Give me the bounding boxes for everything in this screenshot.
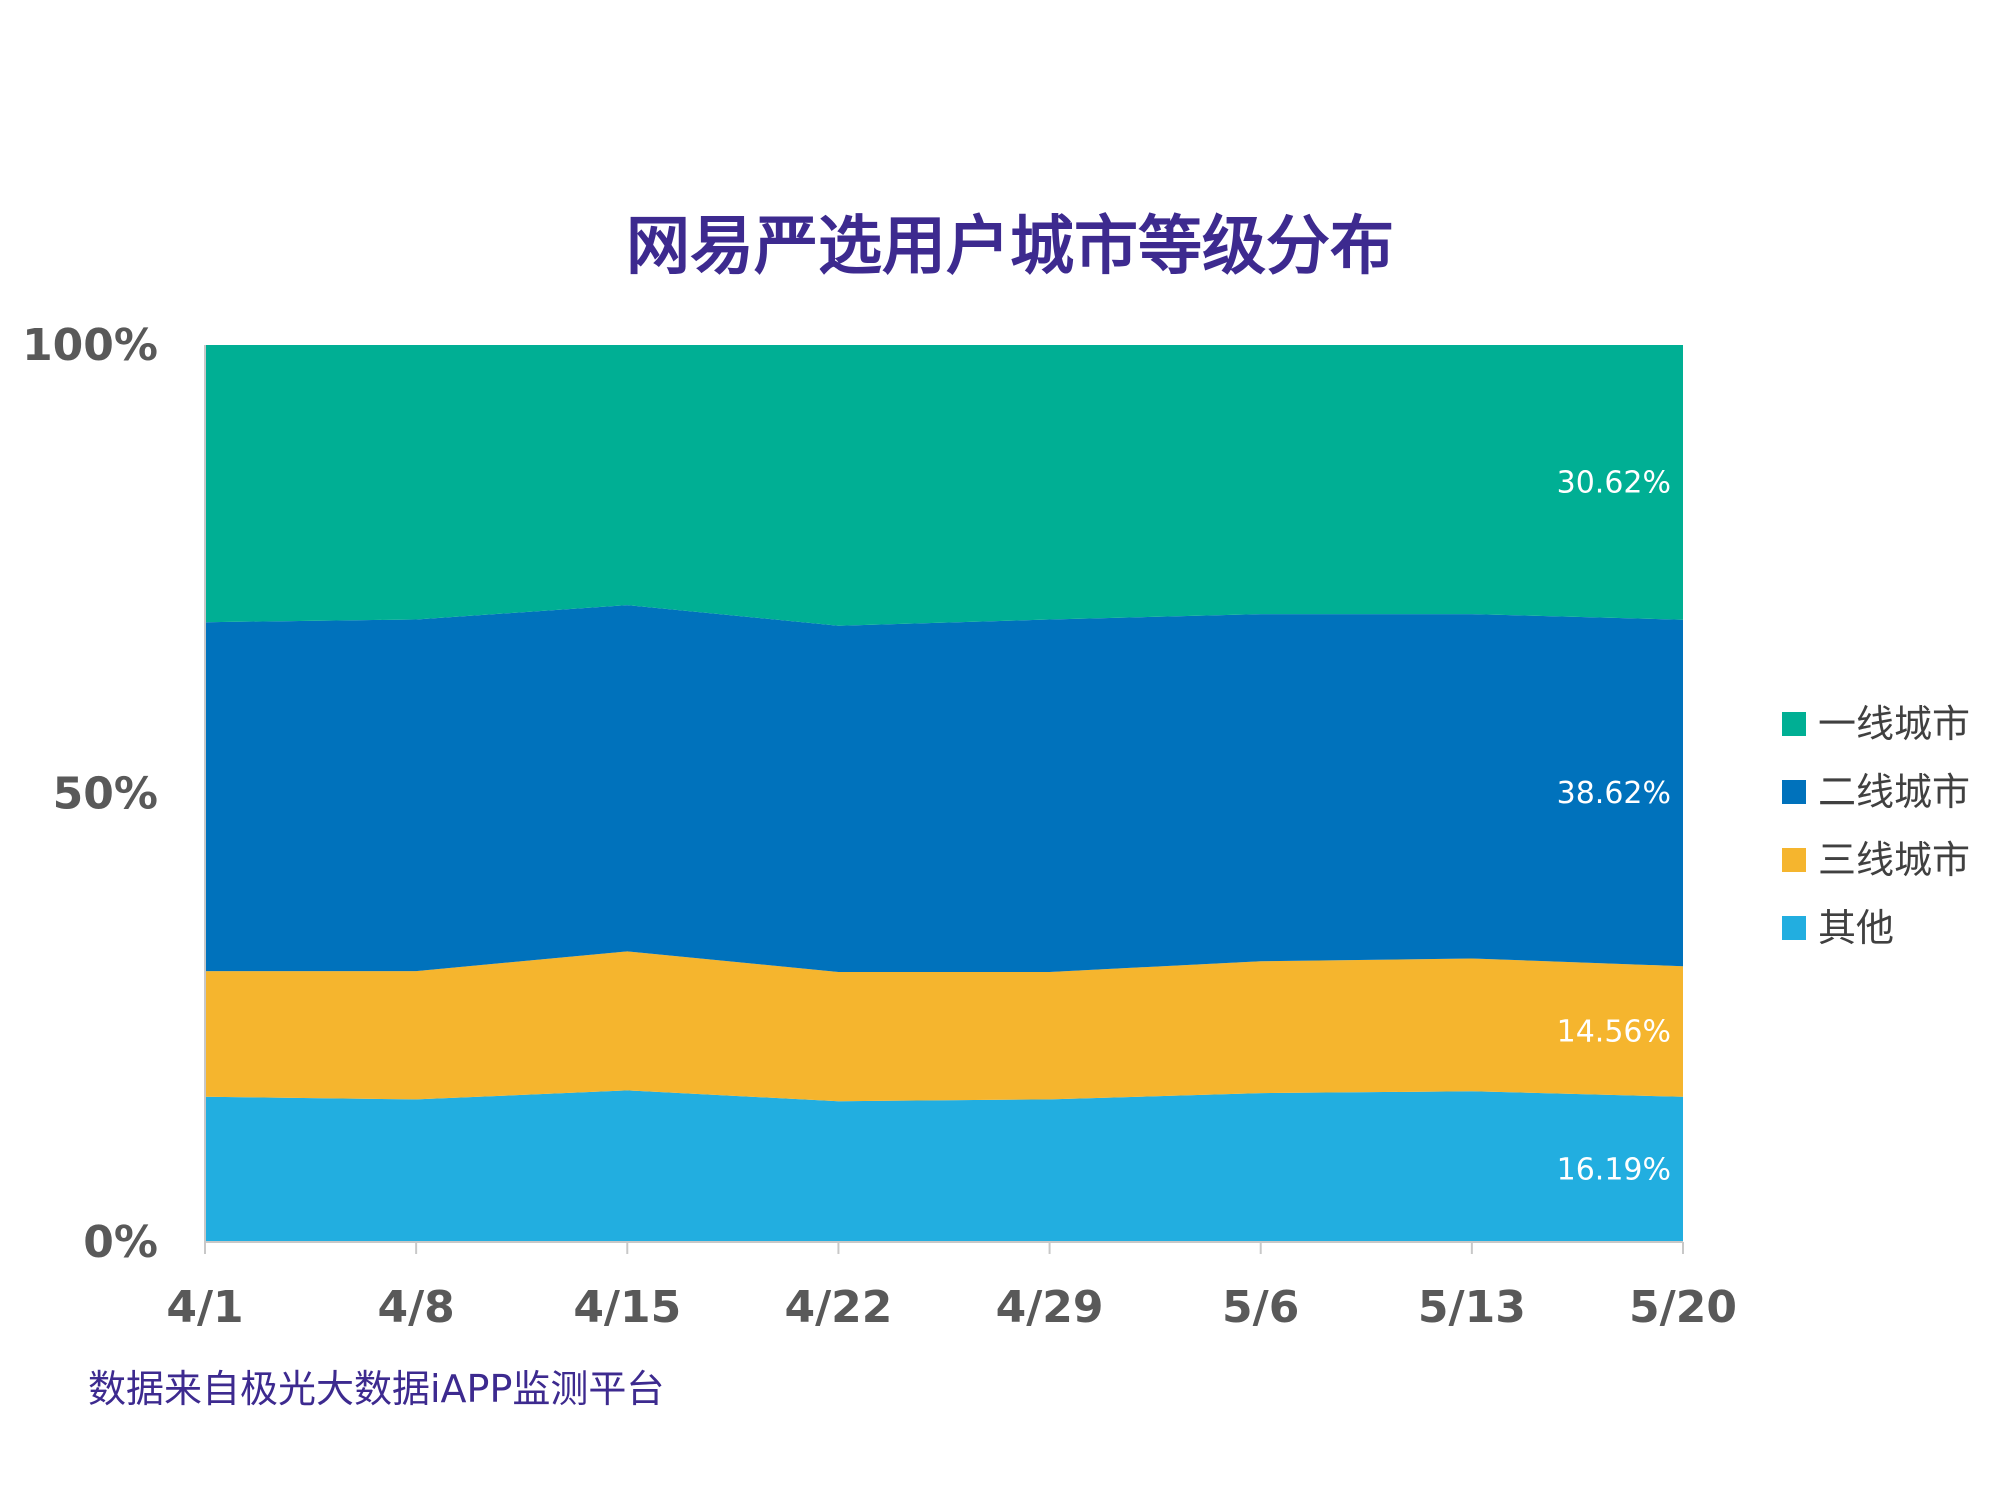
source-note: 数据来自极光大数据iAPP监测平台 (88, 1367, 664, 1411)
data-label: 14.56% (1557, 1014, 1671, 1049)
legend-label: 二线城市 (1818, 770, 1970, 814)
y-tick-label: 0% (83, 1217, 158, 1268)
x-tick-label: 5/13 (1418, 1282, 1526, 1333)
data-label: 16.19% (1557, 1152, 1671, 1187)
x-tick-label: 4/8 (377, 1282, 454, 1333)
area-layers (205, 345, 1683, 1242)
x-tick-label: 5/20 (1629, 1282, 1737, 1333)
legend-swatch (1782, 848, 1806, 872)
legend-label: 一线城市 (1818, 702, 1970, 746)
area-tier1 (205, 345, 1683, 626)
y-axis-tick-labels: 0% 50% 100% (22, 320, 158, 1268)
axes (204, 345, 1684, 1254)
x-tick-label: 4/29 (996, 1282, 1104, 1333)
area-tier2 (205, 605, 1683, 972)
x-tick-label: 4/22 (784, 1282, 892, 1333)
legend-label: 其他 (1818, 906, 1894, 950)
data-label: 38.62% (1557, 776, 1671, 811)
legend-swatch (1782, 780, 1806, 804)
x-tick-label: 5/6 (1222, 1282, 1299, 1333)
data-label: 30.62% (1557, 465, 1671, 500)
area-tier3 (205, 951, 1683, 1102)
x-tick-label: 4/15 (573, 1282, 681, 1333)
x-axis-tick-labels: 4/1 4/8 4/15 4/22 4/29 5/6 5/13 5/20 (166, 1282, 1737, 1333)
area-other (205, 1090, 1683, 1242)
y-tick-label: 50% (53, 769, 158, 820)
data-labels: 30.62% 38.62% 14.56% 16.19% (1557, 465, 1671, 1187)
legend-swatch (1782, 916, 1806, 940)
legend-swatch (1782, 712, 1806, 736)
legend-label: 三线城市 (1818, 838, 1970, 882)
y-tick-label: 100% (22, 320, 158, 371)
x-tick-label: 4/1 (166, 1282, 243, 1333)
chart-title: 网易严选用户城市等级分布 (626, 210, 1394, 284)
